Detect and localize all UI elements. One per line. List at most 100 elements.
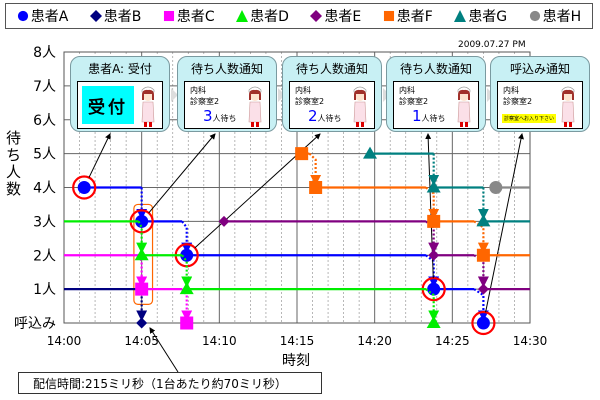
data-point [135,214,149,228]
notification-pointer-arrow [88,133,111,178]
data-point [295,147,309,161]
legend: 患者A 患者B 患者C 患者D 患者E 患者F 患者G 患者H [5,3,593,29]
y-tick-label: 2人 [33,248,56,264]
notification-callout: 待ち人数通知 内科 診察室2 2人待ち [282,56,382,132]
callout-title: 呼込み通知 [509,62,570,76]
transition-arrow [136,254,148,288]
transition-arrow [473,288,489,322]
room: 診察室2 [503,97,533,106]
notification-callout: 患者A: 受付受付 [70,56,170,132]
legend-label: 患者B [103,9,142,25]
data-point [427,214,441,228]
transition-arrow [425,288,440,322]
square-marker-icon [163,10,174,22]
waiting-count: 3人待ち [203,107,237,125]
data-point [77,181,91,194]
phone-screen: 受付 [77,81,163,129]
phone-screen: 内科 診察室2 1人待ち [393,81,479,129]
data-point [134,248,149,261]
callout-title: 待ち人数通知 [399,62,472,76]
department: 内科 [503,86,519,95]
transition-arrow [308,152,322,186]
room: 診察室2 [190,97,220,106]
waiting-unit: 人待ち [317,114,342,123]
legend-label: 患者H [542,9,582,25]
waiting-number: 3 [203,107,213,125]
department: 内科 [190,86,206,95]
data-point [477,283,489,295]
y-tick-label: 4人 [33,181,56,197]
transition-arrow [473,254,489,288]
transition-arrow [136,288,148,322]
room: 診察室2 [399,97,429,106]
note-pointer-arrow [149,327,179,373]
data-point [426,316,441,328]
legend-item: 患者F [383,6,433,26]
transition-arrow [473,220,489,254]
waiting-number: 2 [308,107,318,125]
notification-pointer-arrow [148,133,216,214]
square-marker-icon [383,10,394,22]
department: 内科 [295,86,311,95]
notification-pointer-arrow [485,133,524,313]
callout-title: 患者A: 受付 [88,62,152,76]
legend-label: 患者A [30,9,69,25]
data-point [180,316,194,330]
legend-item: 患者B [89,6,142,26]
nurse-icon [353,86,367,127]
y-tick-label: 1人 [33,282,56,298]
flow-arrow-icon [278,88,285,102]
series-患者G [363,146,530,227]
y-tick-label: 8人 [33,45,56,61]
date-label: 2009.07.27 PM [458,40,526,50]
legend-item: 患者H [529,6,582,26]
nurse-icon [457,86,471,127]
legend-label: 患者F [396,9,433,25]
x-tick-label: 14:15 [280,334,315,348]
y-tick-label: 7人 [33,79,56,95]
data-point [428,249,440,261]
legend-item: 患者C [163,6,215,26]
delivery-time-note: 配信時間:215ミリ秒（1台あたり約70ミリ秒） [18,372,322,394]
notification-callout: 待ち人数通知内科診察室2 3人待ち [177,56,277,132]
triangle-marker-icon [454,10,467,22]
data-point [476,248,490,262]
x-tick-label: 14:10 [202,334,237,348]
legend-item: 患者E [310,6,361,26]
call-message: 診察室へお入り下さい [502,114,557,123]
highlight-ring [471,310,496,336]
y-axis-title: 待ち人数 [6,129,22,198]
legend-item: 患者G [454,6,507,26]
notification-callout: 待ち人数通知 内科 診察室2 1人待ち [386,56,486,132]
series-患者E [218,215,530,295]
series-患者C [64,254,194,330]
legend-label: 患者D [250,9,289,25]
legend-item: 患者A [17,6,69,26]
data-point [363,146,378,159]
legend-label: 患者G [468,9,508,25]
data-point [426,180,441,193]
department: 内科 [399,86,415,95]
data-point [136,317,148,329]
data-point [476,316,490,330]
data-point [135,282,149,296]
series-患者B [64,288,148,329]
x-axis-title: 時刻 [282,353,310,369]
x-tick-label: 14:20 [357,334,392,348]
y-tick-label: 5人 [33,147,56,163]
x-tick-label: 14:00 [47,334,82,348]
data-point [179,282,194,295]
phone-screen: 内科診察室2 3人待ち [184,81,270,129]
notification-callout: 呼込み通知内科診察室2 診察室へお入り下さい [490,56,590,132]
y-tick-label: 3人 [33,214,56,230]
triangle-marker-icon [236,10,249,22]
nurse-icon [248,86,262,127]
data-point [218,215,230,227]
waiting-number: 1 [412,107,422,125]
callout-title: 待ち人数通知 [190,62,263,76]
x-tick-label: 14:30 [513,334,548,348]
transition-arrow [136,220,148,254]
flow-arrow-icon [171,88,178,102]
callout-title: 待ち人数通知 [295,62,368,76]
